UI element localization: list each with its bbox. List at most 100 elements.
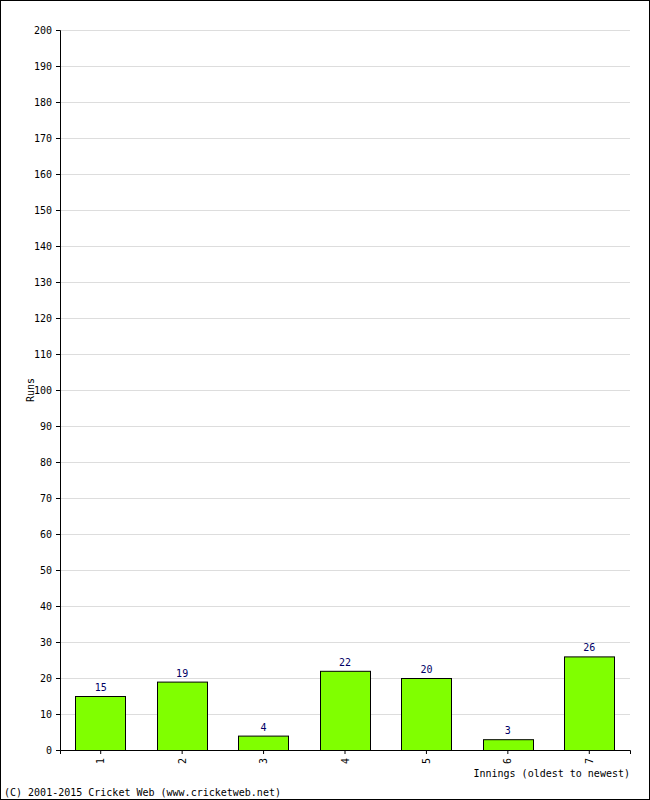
bar [239, 736, 289, 750]
y-tick: 0 [46, 745, 60, 756]
bars [76, 657, 615, 750]
y-tick-mark [56, 426, 60, 427]
grid-line [60, 66, 630, 67]
y-tick-label: 150 [34, 205, 52, 216]
x-tick-label: 4 [340, 758, 351, 764]
grid-line [60, 606, 630, 607]
data-label: 4 [261, 722, 267, 733]
y-tick-mark [56, 570, 60, 571]
grid [60, 31, 630, 751]
y-tick-mark [56, 750, 60, 751]
grid-line [60, 570, 630, 571]
x-tick-mark [589, 750, 590, 754]
y-tick-label: 0 [46, 745, 52, 756]
y-axis-line [56, 31, 61, 751]
y-tick-label: 60 [40, 529, 52, 540]
data-label: 20 [420, 664, 432, 675]
grid-line [60, 498, 630, 499]
border [1, 1, 650, 800]
y-tick: 60 [40, 529, 60, 540]
x-tick-mark [507, 750, 508, 754]
grid-line [60, 174, 630, 175]
grid-line [60, 354, 630, 355]
y-tick: 30 [40, 637, 60, 648]
x-tick-label: 5 [421, 758, 432, 764]
bar [565, 657, 615, 750]
grid-line [60, 30, 630, 31]
x-tick-label: 3 [258, 758, 269, 764]
y-tick-mark [56, 210, 60, 211]
y-tick-mark [56, 642, 60, 643]
y-tick-label: 90 [40, 421, 52, 432]
y-tick-mark [56, 282, 60, 283]
data-label: 22 [339, 657, 351, 668]
grid-line [60, 318, 630, 319]
x-tick: 6 [502, 750, 513, 764]
grid-line [60, 390, 630, 391]
grid-line [60, 462, 630, 463]
y-tick-label: 110 [34, 349, 52, 360]
x-tick: 2 [177, 750, 188, 764]
y-tick-mark [56, 246, 60, 247]
grid-line [60, 246, 630, 247]
y-tick: 200 [34, 25, 60, 36]
y-tick: 100 [34, 385, 60, 396]
y-tick-label: 160 [34, 169, 52, 180]
y-tick-label: 190 [34, 61, 52, 72]
y-tick: 90 [40, 421, 60, 432]
x-tick-label: 1 [95, 758, 106, 764]
y-tick-label: 180 [34, 97, 52, 108]
y-tick-mark [56, 66, 60, 67]
x-tick-mark [100, 750, 101, 754]
y-tick: 150 [34, 205, 60, 216]
y-tick: 180 [34, 97, 60, 108]
grid-line [60, 210, 630, 211]
y-tick-mark [56, 462, 60, 463]
y-tick: 160 [34, 169, 60, 180]
y-tick-mark [56, 318, 60, 319]
chart: 0102030405060708090100110120130140150160… [0, 0, 650, 800]
y-tick-label: 10 [40, 709, 52, 720]
y-tick-label: 170 [34, 133, 52, 144]
y-tick: 120 [34, 313, 60, 324]
y-tick-label: 20 [40, 673, 52, 684]
x-tick: 4 [340, 750, 351, 764]
x-tick: 5 [421, 750, 432, 764]
y-axis-title: Runs [25, 378, 36, 402]
y-tick-mark [56, 138, 60, 139]
y-tick: 50 [40, 565, 60, 576]
grid-line [60, 282, 630, 283]
y-tick-mark [56, 102, 60, 103]
x-tick-mark [345, 750, 346, 754]
y-tick-mark [56, 354, 60, 355]
y-tick: 70 [40, 493, 60, 504]
y-tick: 140 [34, 241, 60, 252]
y-tick-label: 120 [34, 313, 52, 324]
annotation: (C) 2001-2015 Cricket Web (www.cricketwe… [4, 787, 281, 798]
x-tick-mark [426, 750, 427, 754]
x-tick-mark [182, 750, 183, 754]
bar [321, 671, 371, 750]
x-tick-label: 6 [502, 758, 513, 764]
y-tick-mark [56, 534, 60, 535]
x-axis-line [61, 751, 631, 755]
grid-line [60, 102, 630, 103]
data-label: 15 [95, 682, 107, 693]
data-label: 19 [176, 668, 188, 679]
bar [484, 740, 534, 750]
y-tick-mark [56, 390, 60, 391]
y-tick-mark [56, 30, 60, 31]
y-tick-label: 100 [34, 385, 52, 396]
y-tick-label: 70 [40, 493, 52, 504]
y-tick: 40 [40, 601, 60, 612]
y-tick-label: 30 [40, 637, 52, 648]
x-tick: 3 [258, 750, 269, 764]
grid-line [60, 642, 630, 643]
x-axis-title: Innings (oldest to newest) [473, 768, 630, 779]
x-axis: 1 2 3 4 5 6 7 [61, 750, 631, 764]
y-tick-label: 200 [34, 25, 52, 36]
y-axis: 0102030405060708090100110120130140150160… [34, 25, 61, 756]
grid-line [60, 138, 630, 139]
x-tick: 7 [584, 750, 595, 764]
x-tick-label: 2 [177, 758, 188, 764]
